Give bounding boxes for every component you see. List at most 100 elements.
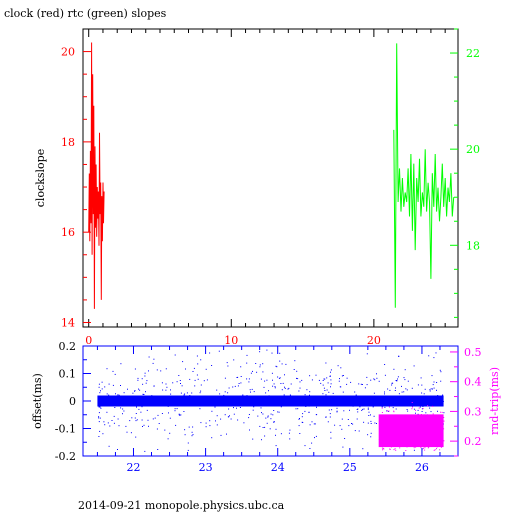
- scatter-point: [427, 428, 429, 430]
- bottom-ytick-label-left: -0.1: [55, 423, 76, 436]
- scatter-point: [209, 420, 211, 422]
- scatter-point: [195, 400, 197, 402]
- scatter-point: [136, 404, 138, 406]
- scatter-point: [336, 411, 338, 413]
- scatter-point: [98, 416, 100, 418]
- scatter-point: [336, 407, 338, 409]
- scatter-point: [329, 413, 331, 415]
- scatter-point: [192, 434, 194, 436]
- scatter-point: [120, 363, 122, 365]
- scatter-point: [294, 360, 296, 362]
- scatter-point: [415, 434, 417, 436]
- scatter-point: [433, 427, 435, 429]
- scatter-point: [413, 408, 415, 410]
- scatter-point: [302, 413, 304, 415]
- scatter-point: [138, 408, 140, 410]
- scatter-point: [145, 382, 147, 384]
- scatter-point: [341, 375, 343, 377]
- scatter-point: [143, 394, 145, 395]
- scatter-point: [318, 379, 320, 381]
- scatter-point: [226, 362, 228, 364]
- scatter-point: [440, 446, 442, 448]
- scatter-point: [386, 422, 388, 424]
- scatter-point: [171, 396, 173, 398]
- scatter-point: [354, 391, 356, 393]
- scatter-point: [271, 372, 273, 374]
- scatter-point: [409, 436, 410, 438]
- scatter-point: [424, 423, 426, 425]
- scatter-point: [180, 383, 181, 384]
- scatter-point: [246, 395, 248, 397]
- scatter-point: [108, 445, 110, 447]
- scatter-point: [131, 417, 133, 419]
- scatter-point: [312, 401, 313, 403]
- scatter-point: [216, 424, 218, 426]
- scatter-point: [361, 384, 363, 385]
- scatter-point: [268, 395, 270, 397]
- scatter-point: [170, 389, 171, 391]
- scatter-point: [290, 383, 292, 385]
- scatter-point: [301, 416, 303, 418]
- scatter-point: [404, 369, 406, 371]
- scatter-point: [388, 406, 390, 408]
- scatter-point: [402, 429, 404, 431]
- scatter-point: [142, 383, 144, 385]
- scatter-point: [268, 390, 269, 392]
- scatter-point: [292, 399, 294, 401]
- scatter-point: [321, 402, 323, 404]
- scatter-point: [102, 433, 104, 435]
- scatter-point: [233, 407, 234, 409]
- scatter-point: [289, 438, 291, 440]
- scatter-point: [342, 375, 344, 376]
- scatter-point: [104, 386, 106, 388]
- scatter-point: [357, 400, 359, 402]
- scatter-point: [108, 383, 110, 385]
- scatter-point: [108, 401, 110, 403]
- scatter-point: [443, 420, 445, 422]
- scatter-point: [251, 398, 253, 400]
- scatter-point: [383, 448, 385, 450]
- scatter-point: [271, 402, 273, 404]
- scatter-point: [405, 436, 407, 438]
- scatter-point: [200, 359, 202, 361]
- scatter-point: [262, 399, 264, 400]
- scatter-point: [411, 428, 413, 430]
- scatter-point: [218, 403, 220, 405]
- scatter-point: [370, 432, 372, 434]
- scatter-point: [384, 364, 386, 365]
- scatter-point: [383, 424, 385, 425]
- scatter-point: [301, 421, 303, 423]
- scatter-point: [398, 430, 400, 432]
- scatter-point: [440, 380, 442, 382]
- scatter-point: [127, 388, 128, 390]
- scatter-point: [391, 432, 393, 434]
- scatter-point: [392, 407, 394, 409]
- scatter-point: [362, 448, 364, 450]
- scatter-point: [296, 377, 297, 379]
- scatter-point: [370, 423, 372, 424]
- scatter-point: [154, 403, 156, 405]
- scatter-point: [432, 384, 434, 386]
- scatter-point: [440, 371, 442, 373]
- scatter-point: [393, 441, 395, 443]
- scatter-point: [98, 406, 100, 408]
- scatter-point: [420, 447, 422, 449]
- scatter-point: [264, 426, 266, 428]
- scatter-point: [351, 423, 352, 424]
- scatter-point: [275, 445, 277, 447]
- scatter-point: [189, 395, 191, 396]
- scatter-point: [440, 432, 442, 434]
- scatter-point: [386, 410, 388, 412]
- scatter-point: [118, 394, 120, 396]
- scatter-point: [298, 418, 300, 420]
- scatter-point: [435, 352, 437, 354]
- scatter-point: [422, 408, 424, 410]
- scatter-point: [382, 417, 384, 419]
- scatter-point: [266, 379, 268, 381]
- scatter-point: [259, 366, 261, 368]
- scatter-point: [328, 409, 330, 411]
- scatter-point: [394, 448, 396, 450]
- top-ytick-label-left: 20: [61, 46, 75, 59]
- scatter-point: [119, 401, 121, 403]
- scatter-point: [151, 399, 153, 401]
